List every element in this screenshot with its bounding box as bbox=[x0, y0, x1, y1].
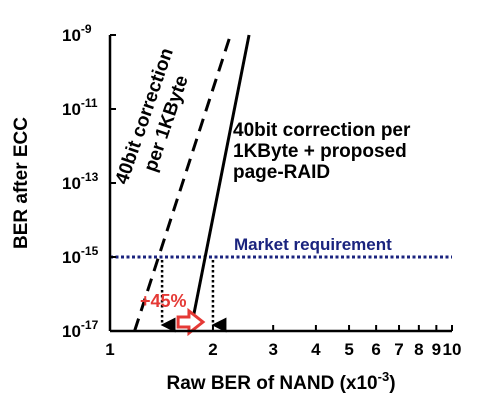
series-line-1 bbox=[133, 34, 232, 332]
x-tick-label: 7 bbox=[394, 340, 403, 359]
x-tick-label: 4 bbox=[311, 340, 321, 359]
y-tick-label: 10-15 bbox=[62, 244, 99, 267]
x-tick-label: 9 bbox=[432, 340, 441, 359]
series-label-solid: 40bit correction per 1KByte + proposed pag… bbox=[233, 120, 411, 183]
x-tick-label: 1 bbox=[105, 340, 114, 359]
x-axis-title: Raw BER of NAND (x10-3) bbox=[166, 369, 395, 394]
y-tick-label: 10-13 bbox=[62, 170, 99, 193]
improvement-arrow bbox=[176, 307, 206, 337]
improvement-label: +45% bbox=[140, 291, 187, 311]
x-tick-label: 3 bbox=[268, 340, 277, 359]
y-tick-label: 10-11 bbox=[62, 96, 98, 119]
x-tick-label: 10 bbox=[443, 340, 462, 359]
y-axis-title: BER after ECC bbox=[11, 117, 32, 249]
x-tick-label: 8 bbox=[414, 340, 423, 359]
x-tick-label: 6 bbox=[371, 340, 380, 359]
x-tick-label: 2 bbox=[208, 340, 217, 359]
series-label-dashed: 40bit correctionper 1KByte bbox=[112, 45, 200, 194]
y-tick-label: 10-17 bbox=[62, 318, 99, 341]
market-requirement-label: Market requirement bbox=[234, 235, 392, 254]
series-line-2 bbox=[189, 34, 251, 332]
y-tick-label: 10-9 bbox=[62, 22, 92, 45]
x-tick-label: 5 bbox=[344, 340, 353, 359]
